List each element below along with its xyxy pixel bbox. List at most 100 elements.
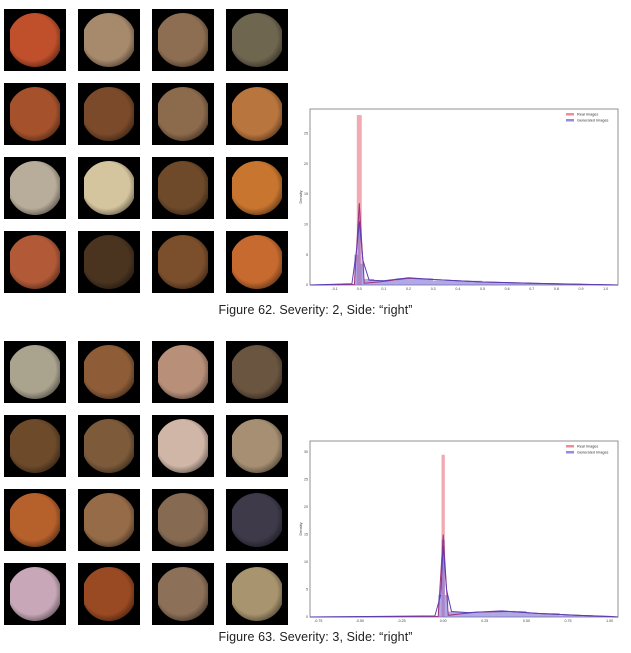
x-tick-label: 0.50 xyxy=(523,619,530,623)
fundus-image xyxy=(230,419,284,473)
plot-frame xyxy=(309,440,619,618)
fundus-image xyxy=(8,493,62,547)
x-tick-label: 0.25 xyxy=(481,619,488,623)
x-tick-label: 1.0 xyxy=(603,287,608,291)
thumbnail-tile xyxy=(152,415,214,477)
thumbnail-tile xyxy=(226,9,288,71)
x-tick-label: 0.7 xyxy=(529,287,534,291)
thumbnail-tile xyxy=(226,231,288,293)
thumbnail-tile xyxy=(78,231,140,293)
thumbnail-tile xyxy=(226,415,288,477)
thumbnail-tile xyxy=(78,83,140,145)
thumbnail-tile xyxy=(226,157,288,219)
histogram-bar xyxy=(356,115,362,285)
x-tick-label: 1.00 xyxy=(606,619,613,623)
x-tick-label: -0.1 xyxy=(332,287,338,291)
image-grid xyxy=(4,9,294,293)
histogram-bar xyxy=(526,613,560,617)
fundus-image xyxy=(230,493,284,547)
thumbnail-tile xyxy=(78,415,140,477)
x-tick-label: 0.8 xyxy=(554,287,559,291)
fundus-image xyxy=(8,13,62,67)
legend-label: Generated Images xyxy=(577,451,609,455)
x-tick-label: 0.0 xyxy=(357,287,362,291)
x-tick-label: 0.4 xyxy=(455,287,460,291)
y-tick-label: 10 xyxy=(304,560,308,564)
x-tick-label: -0.50 xyxy=(356,619,364,623)
fundus-image xyxy=(156,419,210,473)
histogram-bar xyxy=(354,254,359,285)
histogram-bar xyxy=(433,280,483,285)
y-tick-label: 0 xyxy=(306,615,308,619)
legend-swatch xyxy=(566,113,574,116)
histogram-bar xyxy=(493,610,527,617)
fundus-image xyxy=(82,161,136,215)
thumbnail-tile xyxy=(78,157,140,219)
y-tick-label: 25 xyxy=(304,131,308,135)
thumbnail-tile xyxy=(4,563,66,625)
fundus-image xyxy=(230,87,284,141)
thumbnail-tile xyxy=(152,341,214,403)
y-axis-label: Density xyxy=(298,522,303,535)
histogram-bar xyxy=(374,280,397,285)
legend-label: Generated Images xyxy=(577,119,609,123)
fundus-image xyxy=(230,161,284,215)
fundus-image xyxy=(8,87,62,141)
thumbnail-tile xyxy=(4,415,66,477)
x-tick-label: 0.75 xyxy=(565,619,572,623)
histogram-bar xyxy=(444,595,449,617)
x-tick-label: 0.2 xyxy=(406,287,411,291)
y-tick-label: 5 xyxy=(306,588,308,592)
fundus-image xyxy=(156,13,210,67)
fundus-image xyxy=(230,345,284,399)
figure-caption: Figure 63. Severity: 3, Side: “right” xyxy=(218,630,413,644)
y-tick-label: 10 xyxy=(304,223,308,227)
fundus-image xyxy=(82,493,136,547)
x-tick-label: 0.5 xyxy=(480,287,485,291)
fundus-image xyxy=(82,419,136,473)
fundus-image xyxy=(156,567,210,621)
image-grid xyxy=(4,341,294,625)
x-tick-label: 0.3 xyxy=(431,287,436,291)
thumbnail-tile xyxy=(78,341,140,403)
x-tick-label: -0.75 xyxy=(314,619,322,623)
thumbnail-tile xyxy=(4,489,66,551)
legend-label: Real Images xyxy=(577,113,598,117)
kde-curve xyxy=(309,545,619,618)
legend-swatch xyxy=(566,451,574,454)
y-tick-label: 20 xyxy=(304,505,308,509)
y-tick-label: 20 xyxy=(304,162,308,166)
thumbnail-tile xyxy=(152,489,214,551)
x-tick-label: -0.25 xyxy=(397,619,405,623)
y-tick-label: 25 xyxy=(304,478,308,482)
histogram-bar xyxy=(559,615,594,617)
fundus-image xyxy=(8,161,62,215)
fundus-image xyxy=(8,419,62,473)
histogram-bar xyxy=(360,263,365,285)
thumbnail-tile xyxy=(4,231,66,293)
fundus-image xyxy=(156,161,210,215)
thumbnail-tile xyxy=(152,157,214,219)
density-histogram-chart: Density 0 5 10 15 20 25 -0.1 0.0 0.1 0.2 0.3 0.4 0.5 0… xyxy=(296,105,626,295)
histogram-bar xyxy=(531,283,582,285)
thumbnail-tile xyxy=(152,231,214,293)
legend-swatch xyxy=(566,119,574,122)
histogram-bar xyxy=(364,278,375,285)
thumbnail-tile xyxy=(152,9,214,71)
thumbnail-tile xyxy=(78,9,140,71)
thumbnail-tile xyxy=(78,489,140,551)
fundus-image xyxy=(82,345,136,399)
fundus-image xyxy=(156,87,210,141)
legend-swatch xyxy=(566,445,574,448)
legend-label: Real Images xyxy=(577,445,598,449)
histogram-bar xyxy=(441,540,445,617)
y-tick-label: 0 xyxy=(306,283,308,287)
figure-caption: Figure 62. Severity: 2, Side: “right” xyxy=(218,303,413,317)
histogram-bar xyxy=(358,212,361,285)
histogram-bar xyxy=(438,595,442,617)
fundus-image xyxy=(230,13,284,67)
y-tick-label: 5 xyxy=(306,253,308,257)
x-tick-label: 0.00 xyxy=(440,619,447,623)
thumbnail-tile xyxy=(226,489,288,551)
fundus-image xyxy=(82,87,136,141)
